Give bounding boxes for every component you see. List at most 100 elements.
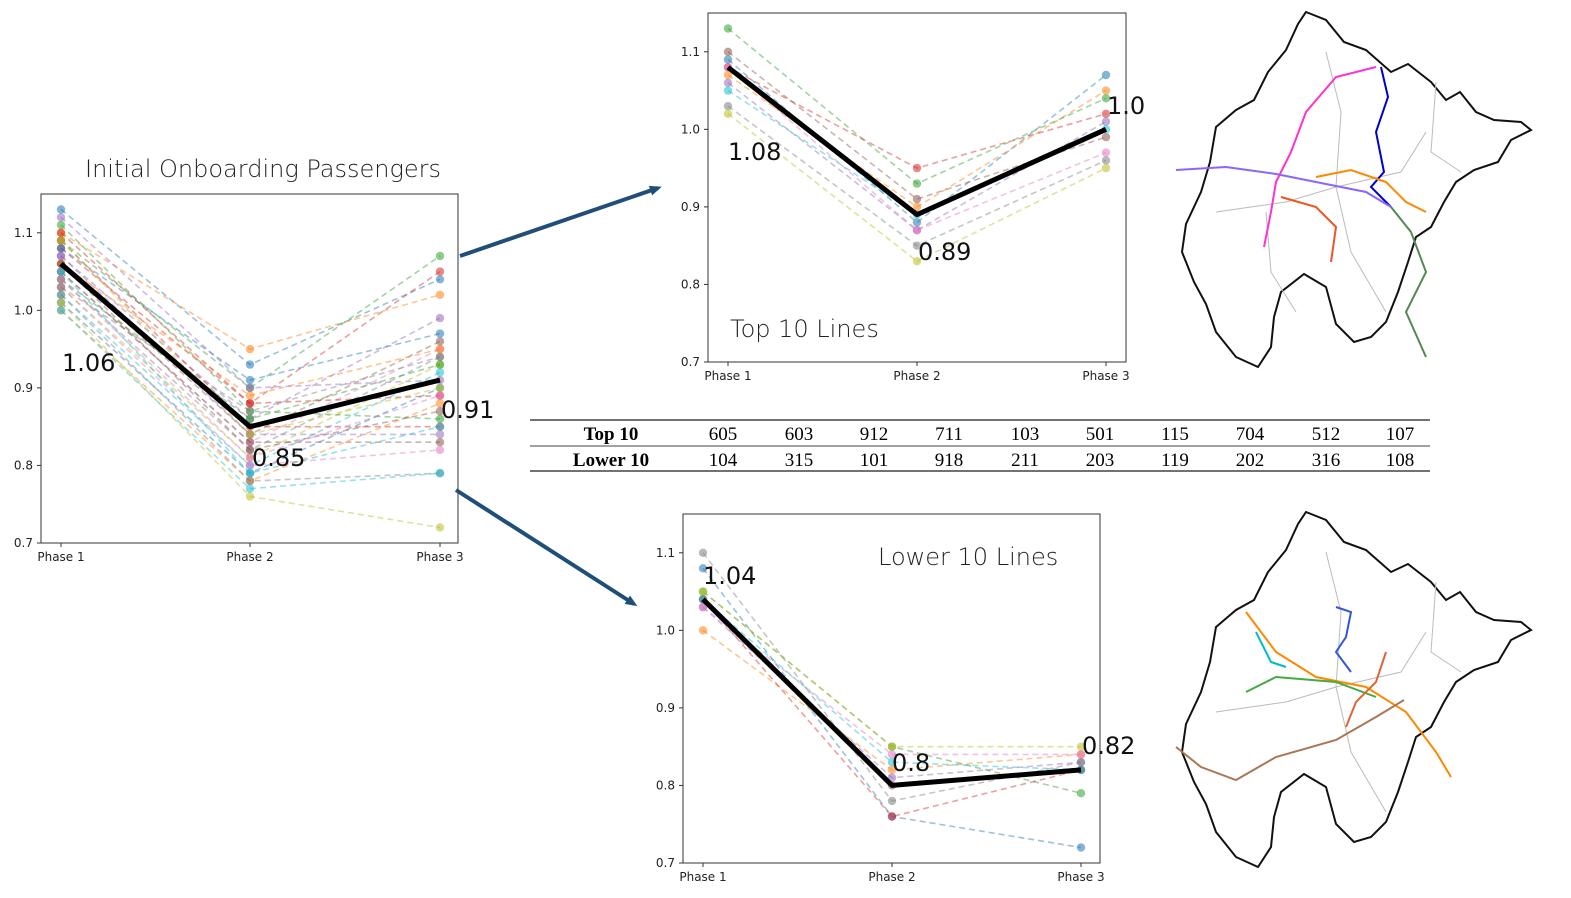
series-point xyxy=(435,430,445,439)
route-map-lower-10 xyxy=(1175,510,1533,869)
series-point xyxy=(245,414,255,424)
x-tick-label: Phase 2 xyxy=(226,550,273,564)
series-line xyxy=(60,208,441,366)
series-point xyxy=(435,438,445,447)
series-point xyxy=(1101,156,1111,165)
series-point xyxy=(887,796,897,806)
series-point xyxy=(245,469,255,478)
map-route xyxy=(1315,168,1427,213)
table-cell: 711 xyxy=(935,424,963,445)
map-route xyxy=(1175,699,1405,782)
series-point xyxy=(245,484,255,493)
series-line xyxy=(702,590,1081,748)
mean-line xyxy=(701,597,1082,788)
map-route xyxy=(1175,165,1392,208)
arrow-to-top-10 xyxy=(459,185,662,258)
series-line xyxy=(727,27,1107,185)
series-point xyxy=(1101,109,1111,119)
series-point xyxy=(245,461,255,470)
chart-title: Top 10 Lines xyxy=(730,315,879,343)
series-point xyxy=(245,383,255,393)
mean-layer xyxy=(726,65,1108,218)
mean-layer xyxy=(701,597,1082,788)
table-cell: 115 xyxy=(1161,424,1189,445)
series-point xyxy=(912,218,922,227)
series-point xyxy=(56,275,66,284)
y-tick-label: 1.0 xyxy=(14,303,33,317)
series-point xyxy=(698,587,708,596)
x-tick-label: Phase 3 xyxy=(1082,369,1129,383)
y-tick-label: 0.8 xyxy=(681,277,700,291)
series-point xyxy=(887,742,897,751)
series-point xyxy=(435,267,445,276)
map-minor-road xyxy=(1430,581,1462,673)
series-line xyxy=(60,286,441,413)
series-point xyxy=(1101,86,1111,95)
series-point xyxy=(1101,163,1111,173)
table-rows: Top 10 605 603 912 711 103 501 115 704 512 107 Lowe… xyxy=(573,424,1414,471)
x-tick-label: Phase 1 xyxy=(679,870,726,884)
series-point xyxy=(1101,94,1111,103)
table-cell: 315 xyxy=(785,450,814,471)
series-point xyxy=(887,758,897,767)
series-point xyxy=(1076,742,1086,751)
series-point xyxy=(435,407,445,416)
series-point xyxy=(435,391,445,400)
map-route xyxy=(1255,631,1287,668)
series-point xyxy=(912,194,922,204)
series-point xyxy=(912,163,922,173)
series-point xyxy=(56,220,66,230)
series-point xyxy=(435,290,445,299)
series-point xyxy=(56,306,66,315)
table-cell: 512 xyxy=(1312,424,1341,445)
map-route xyxy=(1369,66,1392,208)
series-point xyxy=(56,228,66,237)
mean-label-phase-1: 1.04 xyxy=(703,562,756,590)
series-point xyxy=(245,407,255,416)
series-layer xyxy=(56,205,445,532)
axis-layer: 0.7 0.8 0.9 1.0 1.1 Phase 1 Phase 2 Phase 3 xyxy=(656,546,1105,884)
series-point xyxy=(245,453,255,462)
series-point xyxy=(1076,789,1086,798)
map-minor-road xyxy=(1430,81,1462,173)
x-tick-label: Phase 3 xyxy=(416,550,463,564)
mean-label-phase-3: 0.91 xyxy=(441,396,494,424)
axis-layer: 0.7 0.8 0.9 1.0 1.1 Phase 1 Phase 2 Phase 3 xyxy=(681,45,1130,383)
x-tick-label: Phase 1 xyxy=(37,550,84,564)
table-cell: 202 xyxy=(1236,450,1265,471)
map-minor-road xyxy=(1325,551,1387,813)
map-route xyxy=(1245,675,1377,698)
chart-title: Initial Onboarding Passengers xyxy=(85,155,441,183)
series-point xyxy=(245,375,255,385)
series-point xyxy=(435,337,445,346)
y-tick-label: 0.7 xyxy=(14,536,33,550)
series-point xyxy=(1101,70,1111,80)
x-tick-label: Phase 2 xyxy=(868,870,915,884)
y-tick-label: 1.0 xyxy=(656,623,675,637)
series-layer xyxy=(723,24,1111,266)
x-tick-label: Phase 3 xyxy=(1057,870,1104,884)
series-point xyxy=(245,344,255,354)
map-route xyxy=(1280,196,1338,263)
series-point xyxy=(912,179,922,188)
table-row-label: Top 10 xyxy=(584,424,639,445)
series-point xyxy=(435,469,445,478)
series-point xyxy=(723,109,733,119)
map-route xyxy=(1263,66,1377,248)
table-cell: 912 xyxy=(860,424,889,445)
series-point xyxy=(435,383,445,393)
mean-line xyxy=(59,261,441,430)
series-point xyxy=(1101,132,1111,142)
series-point xyxy=(435,368,445,377)
table-row-label: Lower 10 xyxy=(573,450,649,471)
table-cell: 119 xyxy=(1161,450,1189,471)
series-point xyxy=(1076,843,1086,852)
y-tick-label: 0.9 xyxy=(14,381,33,395)
series-point xyxy=(723,24,733,33)
table-cell: 704 xyxy=(1236,424,1265,445)
y-tick-label: 1.1 xyxy=(656,546,675,560)
mean-label-phase-2: 0.8 xyxy=(892,749,930,777)
axis-layer: 0.7 0.8 0.9 1.0 1.1 Phase 1 Phase 2 Phase 3 xyxy=(14,226,464,564)
mean-label-phase-3: 1.0 xyxy=(1107,92,1145,120)
